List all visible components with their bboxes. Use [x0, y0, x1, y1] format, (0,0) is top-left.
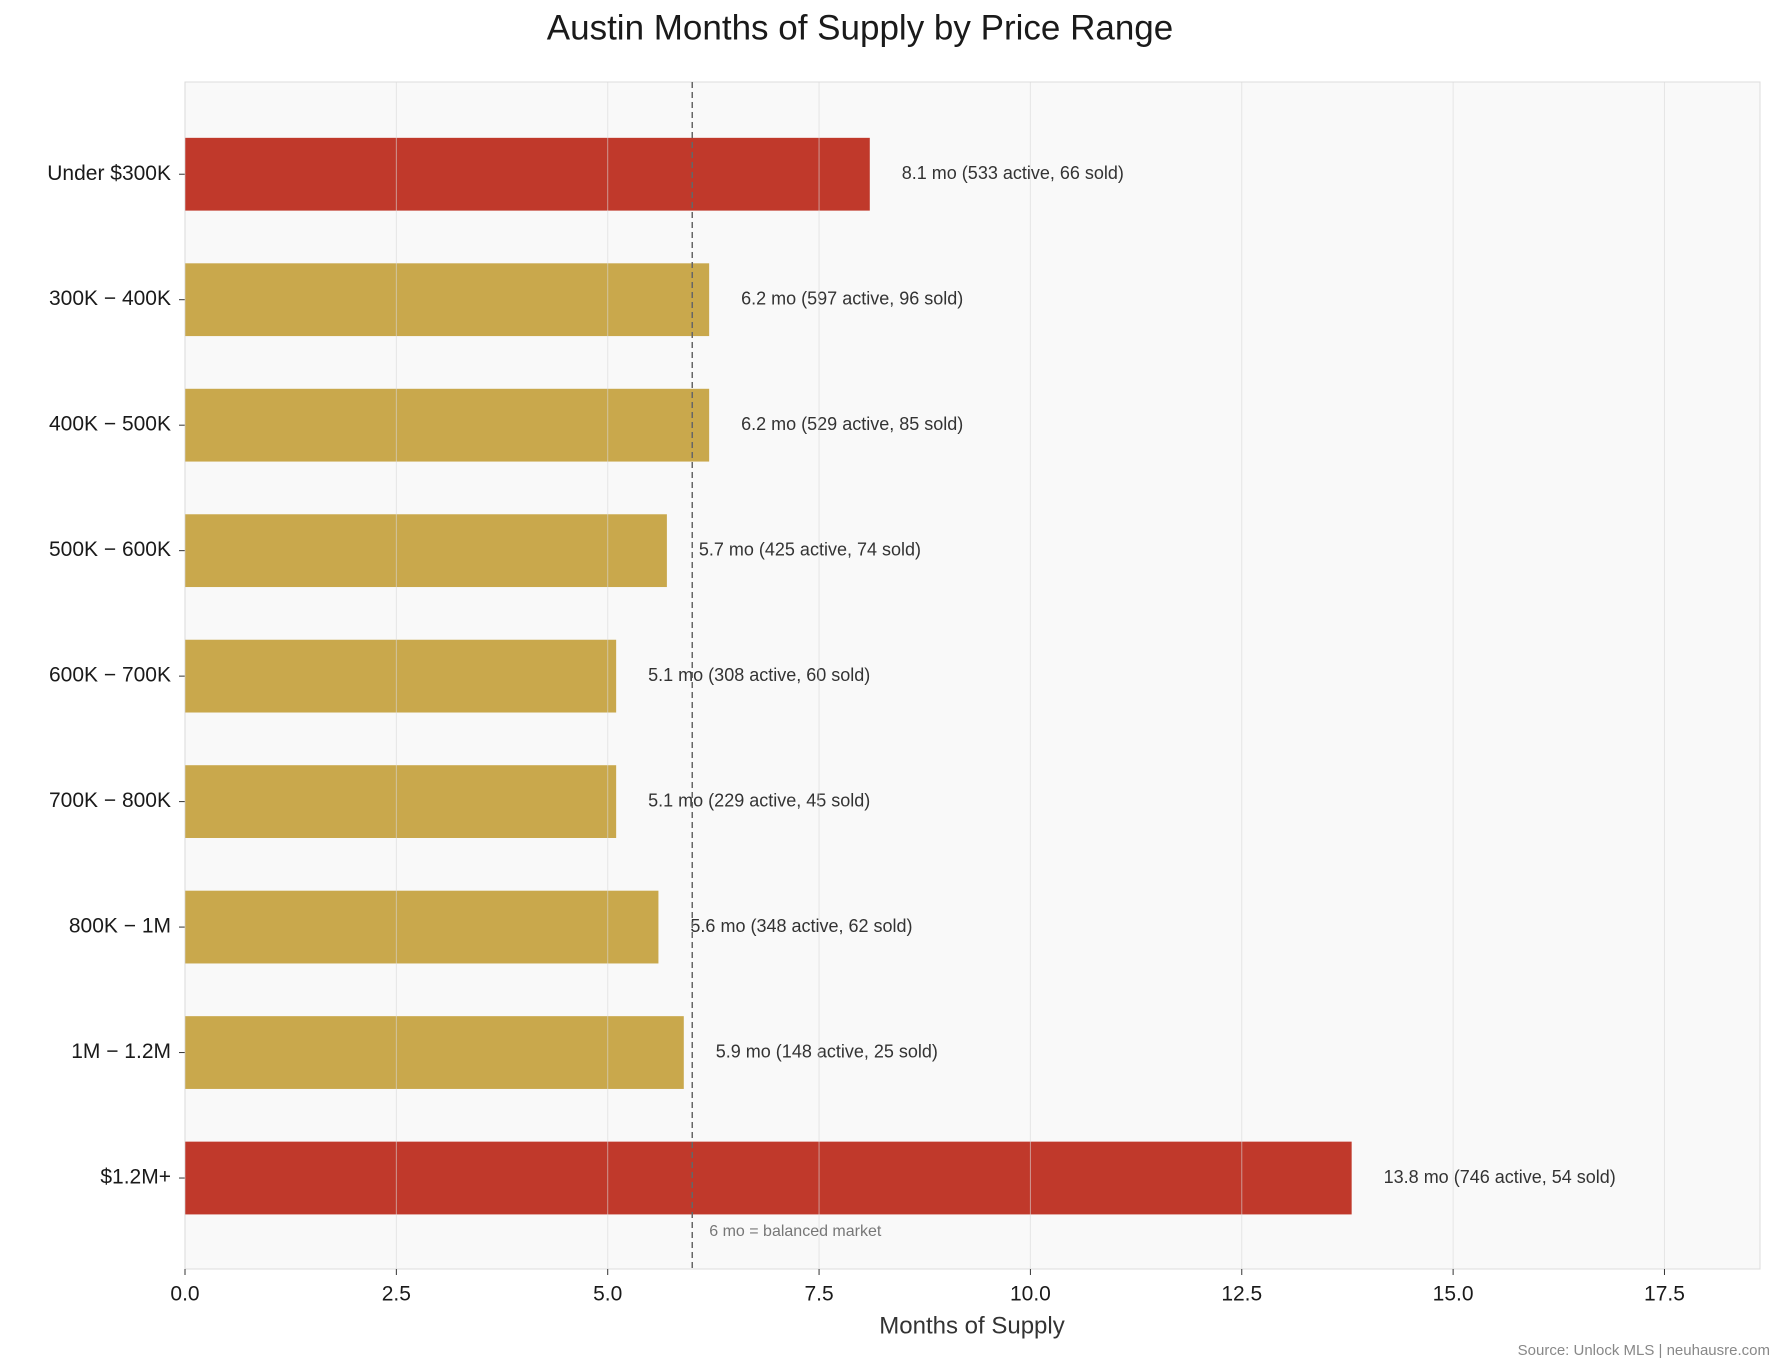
bar: [185, 1141, 1352, 1215]
bar: [185, 263, 710, 337]
value-label: 8.1 mo (533 active, 66 sold): [902, 163, 1124, 183]
value-label: 5.1 mo (308 active, 60 sold): [648, 665, 870, 685]
value-label: 5.1 mo (229 active, 45 sold): [648, 790, 870, 810]
y-tick-label: 800K − 1M: [69, 915, 171, 938]
y-tick-label: 500K − 600K: [49, 538, 171, 561]
source-note: Source: Unlock MLS | neuhausre.com: [1518, 1342, 1770, 1359]
reference-label: 6 mo = balanced market: [709, 1223, 882, 1240]
y-tick-label: Under $300K: [47, 162, 171, 185]
y-tick-label: 300K − 400K: [49, 287, 171, 310]
value-label: 13.8 mo (746 active, 54 sold): [1384, 1167, 1616, 1187]
y-tick-label: 400K − 500K: [49, 413, 171, 436]
bar: [185, 137, 870, 211]
bar: [185, 1016, 684, 1089]
y-tick-label: 1M − 1.2M: [71, 1040, 171, 1063]
x-tick-label: 10.0: [1010, 1283, 1051, 1306]
x-tick-label: 5.0: [593, 1283, 622, 1306]
bar: [185, 890, 659, 964]
value-label: 5.6 mo (348 active, 62 sold): [690, 916, 912, 936]
x-tick-label: 15.0: [1433, 1283, 1474, 1306]
bar: [185, 388, 710, 462]
x-axis-label: Months of Supply: [879, 1312, 1064, 1339]
value-label: 6.2 mo (529 active, 85 sold): [741, 414, 963, 434]
x-tick-label: 2.5: [382, 1283, 411, 1306]
bar: [185, 514, 667, 588]
x-tick-label: 7.5: [804, 1283, 833, 1306]
value-label: 5.9 mo (148 active, 25 sold): [716, 1041, 938, 1061]
bar: [185, 639, 617, 713]
x-tick-label: 12.5: [1221, 1283, 1262, 1306]
y-tick-label: 600K − 700K: [49, 664, 171, 687]
bar: [185, 765, 617, 838]
value-label: 6.2 mo (597 active, 96 sold): [741, 288, 963, 308]
chart-title: Austin Months of Supply by Price Range: [547, 8, 1173, 47]
y-tick-label: 700K − 800K: [49, 789, 171, 812]
x-tick-label: 17.5: [1644, 1283, 1685, 1306]
x-tick-label: 0.0: [170, 1283, 199, 1306]
y-tick-label: $1.2M+: [100, 1166, 171, 1189]
value-label: 5.7 mo (425 active, 74 sold): [699, 539, 921, 559]
